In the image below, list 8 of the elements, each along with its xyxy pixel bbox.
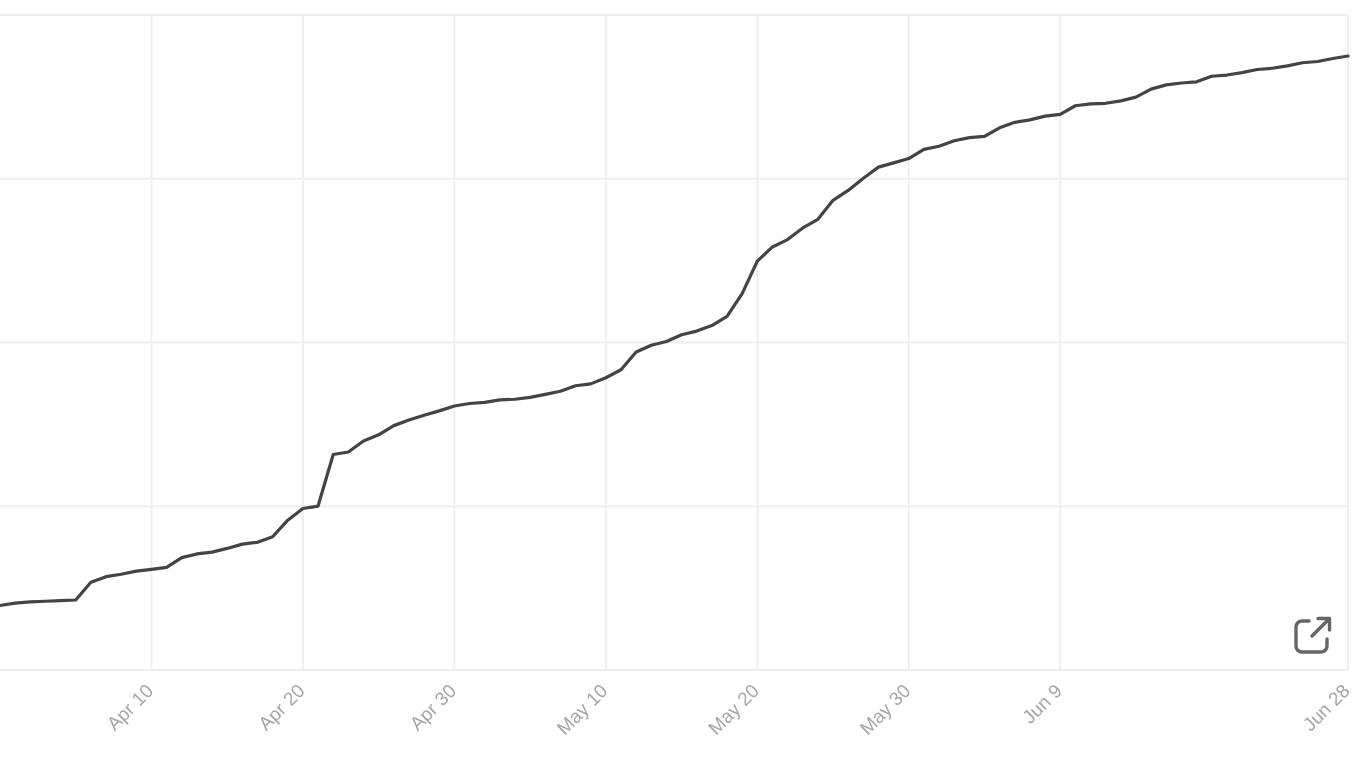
x-tick-label: Apr 30: [405, 679, 461, 735]
x-tick-label: Jun 28: [1298, 679, 1354, 736]
x-tick-label: Apr 10: [102, 679, 158, 735]
x-tick-label: May 20: [704, 679, 764, 739]
x-tick-label: Jun 9: [1018, 679, 1067, 728]
x-tick-label: May 30: [855, 679, 915, 739]
x-tick-label: Apr 20: [254, 679, 309, 735]
x-tick-label: May 10: [552, 679, 612, 739]
